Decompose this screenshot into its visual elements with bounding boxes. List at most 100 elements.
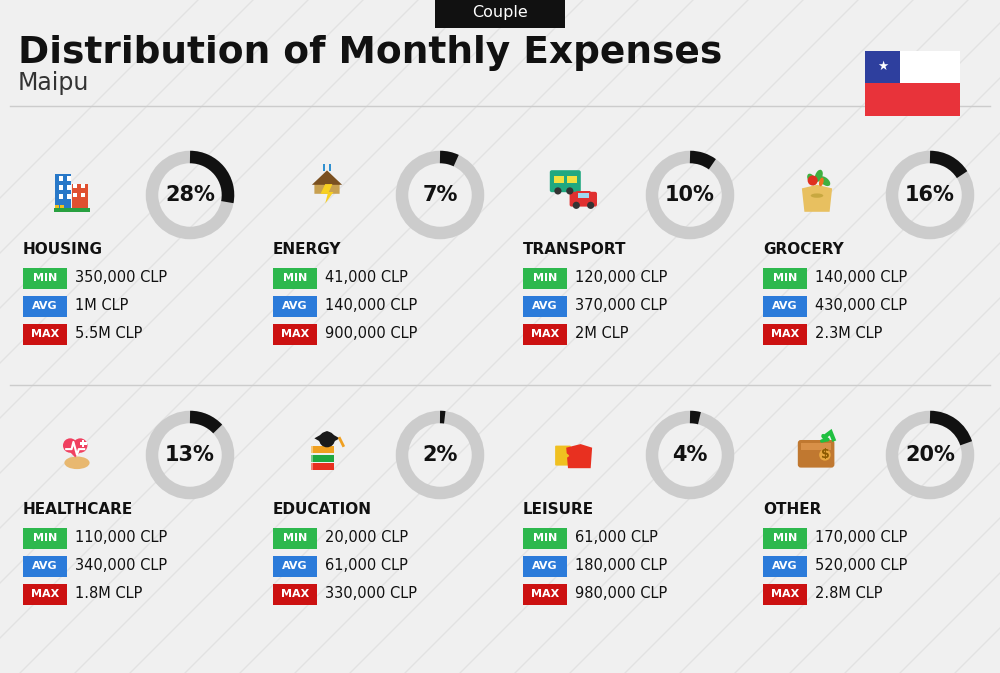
- Text: OTHER: OTHER: [763, 503, 821, 518]
- FancyBboxPatch shape: [55, 174, 71, 210]
- FancyBboxPatch shape: [523, 267, 567, 289]
- Text: MAX: MAX: [771, 589, 799, 599]
- Text: 120,000 CLP: 120,000 CLP: [575, 271, 667, 285]
- Text: 13%: 13%: [165, 445, 215, 465]
- FancyBboxPatch shape: [763, 295, 807, 316]
- FancyBboxPatch shape: [23, 295, 67, 316]
- FancyBboxPatch shape: [865, 50, 900, 83]
- Text: AVG: AVG: [282, 561, 308, 571]
- FancyBboxPatch shape: [763, 555, 807, 577]
- Text: GROCERY: GROCERY: [763, 242, 844, 258]
- FancyBboxPatch shape: [435, 0, 565, 28]
- FancyBboxPatch shape: [523, 528, 567, 548]
- FancyBboxPatch shape: [865, 50, 960, 83]
- FancyBboxPatch shape: [54, 208, 90, 212]
- Text: MIN: MIN: [533, 533, 557, 543]
- Text: 140,000 CLP: 140,000 CLP: [325, 299, 417, 314]
- Circle shape: [63, 438, 77, 453]
- FancyBboxPatch shape: [23, 324, 67, 345]
- Text: MAX: MAX: [281, 329, 309, 339]
- Text: HOUSING: HOUSING: [23, 242, 103, 258]
- Text: HEALTHCARE: HEALTHCARE: [23, 503, 133, 518]
- FancyBboxPatch shape: [60, 205, 64, 210]
- Text: Couple: Couple: [472, 5, 528, 20]
- Text: 7%: 7%: [422, 185, 458, 205]
- Text: TRANSPORT: TRANSPORT: [523, 242, 626, 258]
- FancyBboxPatch shape: [554, 176, 564, 183]
- FancyBboxPatch shape: [80, 442, 87, 445]
- FancyBboxPatch shape: [67, 176, 71, 181]
- Text: Distribution of Monthly Expenses: Distribution of Monthly Expenses: [18, 35, 722, 71]
- FancyBboxPatch shape: [273, 267, 317, 289]
- Ellipse shape: [807, 174, 816, 185]
- Ellipse shape: [811, 193, 823, 198]
- FancyBboxPatch shape: [311, 454, 334, 462]
- Text: 2.8M CLP: 2.8M CLP: [815, 586, 883, 602]
- Text: 61,000 CLP: 61,000 CLP: [575, 530, 658, 546]
- Text: 1M CLP: 1M CLP: [75, 299, 128, 314]
- Text: AVG: AVG: [772, 561, 798, 571]
- FancyBboxPatch shape: [67, 194, 71, 199]
- FancyBboxPatch shape: [273, 528, 317, 548]
- Text: 340,000 CLP: 340,000 CLP: [75, 559, 167, 573]
- Text: 2M CLP: 2M CLP: [575, 326, 629, 341]
- Circle shape: [319, 431, 335, 448]
- FancyBboxPatch shape: [311, 463, 313, 470]
- FancyBboxPatch shape: [523, 324, 567, 345]
- Text: 4%: 4%: [672, 445, 708, 465]
- Polygon shape: [63, 445, 87, 458]
- FancyBboxPatch shape: [523, 583, 567, 604]
- Text: MIN: MIN: [33, 533, 57, 543]
- Text: 41,000 CLP: 41,000 CLP: [325, 271, 408, 285]
- FancyBboxPatch shape: [82, 439, 84, 447]
- Circle shape: [587, 202, 594, 209]
- Text: 370,000 CLP: 370,000 CLP: [575, 299, 667, 314]
- Polygon shape: [314, 431, 340, 446]
- Text: Maipu: Maipu: [18, 71, 89, 95]
- FancyBboxPatch shape: [81, 184, 85, 188]
- Ellipse shape: [819, 178, 824, 186]
- Circle shape: [566, 187, 573, 194]
- FancyBboxPatch shape: [567, 176, 577, 183]
- Circle shape: [808, 176, 818, 186]
- Text: MIN: MIN: [533, 273, 557, 283]
- Text: AVG: AVG: [32, 561, 58, 571]
- FancyBboxPatch shape: [570, 192, 597, 207]
- FancyBboxPatch shape: [329, 164, 331, 171]
- FancyBboxPatch shape: [311, 446, 334, 454]
- Text: 180,000 CLP: 180,000 CLP: [575, 559, 667, 573]
- Text: 520,000 CLP: 520,000 CLP: [815, 559, 907, 573]
- FancyBboxPatch shape: [763, 324, 807, 345]
- FancyBboxPatch shape: [311, 446, 313, 454]
- FancyBboxPatch shape: [323, 164, 325, 171]
- Text: ENERGY: ENERGY: [273, 242, 342, 258]
- FancyBboxPatch shape: [23, 555, 67, 577]
- Text: MIN: MIN: [773, 273, 797, 283]
- Text: MIN: MIN: [773, 533, 797, 543]
- Text: 10%: 10%: [665, 185, 715, 205]
- Ellipse shape: [64, 456, 90, 469]
- Text: 330,000 CLP: 330,000 CLP: [325, 586, 417, 602]
- FancyBboxPatch shape: [798, 440, 834, 468]
- Text: ★: ★: [877, 61, 888, 73]
- Text: MAX: MAX: [531, 589, 559, 599]
- Text: 170,000 CLP: 170,000 CLP: [815, 530, 907, 546]
- FancyBboxPatch shape: [311, 454, 313, 462]
- Circle shape: [819, 449, 831, 460]
- Circle shape: [573, 202, 580, 209]
- FancyBboxPatch shape: [865, 83, 960, 116]
- Polygon shape: [802, 185, 832, 212]
- Polygon shape: [314, 172, 340, 194]
- Text: AVG: AVG: [282, 301, 308, 311]
- FancyBboxPatch shape: [23, 267, 67, 289]
- Text: MAX: MAX: [281, 589, 309, 599]
- FancyBboxPatch shape: [81, 192, 85, 197]
- Text: AVG: AVG: [772, 301, 798, 311]
- FancyBboxPatch shape: [311, 463, 334, 470]
- FancyBboxPatch shape: [273, 324, 317, 345]
- Text: 20,000 CLP: 20,000 CLP: [325, 530, 408, 546]
- Text: MAX: MAX: [31, 589, 59, 599]
- FancyBboxPatch shape: [578, 193, 583, 198]
- FancyBboxPatch shape: [273, 295, 317, 316]
- Text: 140,000 CLP: 140,000 CLP: [815, 271, 907, 285]
